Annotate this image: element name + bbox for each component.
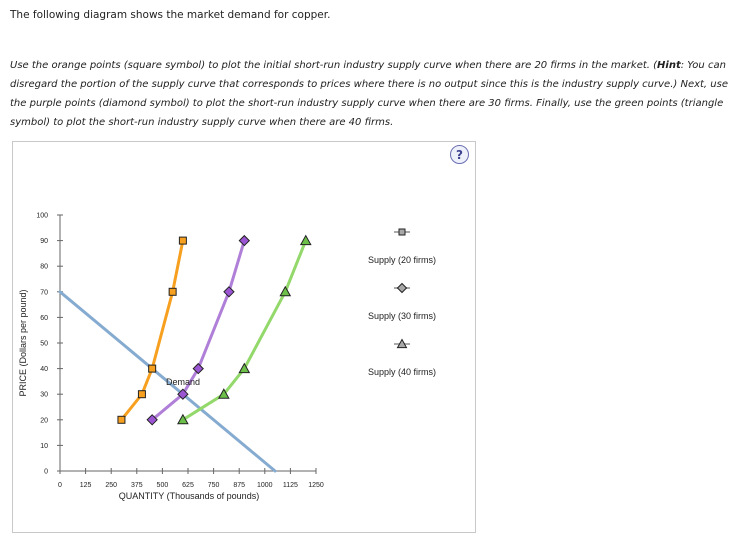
y-tick-label: 0 [44,469,48,476]
supply-point-3 [279,285,292,297]
x-tick-label: 125 [80,482,92,489]
y-tick-label: 90 [40,238,48,245]
x-tick-label: 750 [208,482,220,489]
instructions-part1: Use the orange points (square symbol) to… [10,60,658,71]
y-tick-label: 40 [40,366,48,373]
y-tick-label: 80 [40,264,48,271]
instructions-text: Use the orange points (square symbol) to… [10,56,744,132]
supply-point-3 [217,388,230,399]
supply-point-1 [137,390,146,399]
graph-panel [12,141,476,533]
supply-point-3 [238,362,251,374]
supply-point-2 [146,414,158,426]
y-tick-label: 60 [40,315,48,322]
legend-label-3: Supply (40 firms) [368,367,436,377]
x-tick-label: 500 [157,482,169,489]
x-tick-label: 1125 [283,482,298,489]
supply-point-3 [177,413,189,425]
supply-point-2 [238,234,251,247]
y-tick-label: 100 [36,213,48,220]
x-axis-label: QUANTITY (Thousands of pounds) [119,491,259,501]
supply-point-1 [148,364,157,373]
supply-point-1 [117,415,126,424]
supply-point-2 [177,388,189,400]
legend-marker-1 [398,228,406,236]
legend-marker-2 [396,282,408,294]
help-icon[interactable]: ? [450,145,469,164]
intro-text: The following diagram shows the market d… [10,9,331,21]
demand-line [58,290,277,473]
supply-point-1 [168,287,177,296]
supply-point-1 [178,236,187,245]
supply-line-2 [150,239,246,422]
supply-point-2 [192,362,204,375]
supply-line-1 [119,239,185,422]
x-tick-label: 250 [105,482,117,489]
x-tick-label: 625 [182,482,194,489]
hint-label: Hint [657,60,681,71]
supply-line-3 [181,239,308,422]
supply-point-2 [223,286,235,298]
y-axis-label: PRICE (Dollars per pound) [18,289,28,396]
x-tick-label: 875 [233,482,245,489]
legend-label-2: Supply (30 firms) [368,311,436,321]
instructions-part2: : You can disregard the portion of the s… [10,60,728,128]
legend-label-1: Supply (20 firms) [368,255,436,265]
x-tick-label: 0 [58,482,62,489]
x-tick-label: 1250 [308,482,324,489]
y-tick-label: 20 [40,417,48,424]
demand-label: Demand [166,377,200,387]
x-tick-label: 1000 [257,482,273,489]
supply-point-3 [299,234,312,246]
y-tick-label: 70 [40,289,48,296]
x-tick-label: 375 [131,482,143,489]
y-tick-label: 30 [40,392,48,399]
y-tick-label: 50 [40,341,48,348]
legend-marker-3 [396,338,408,349]
y-tick-label: 10 [40,443,48,450]
